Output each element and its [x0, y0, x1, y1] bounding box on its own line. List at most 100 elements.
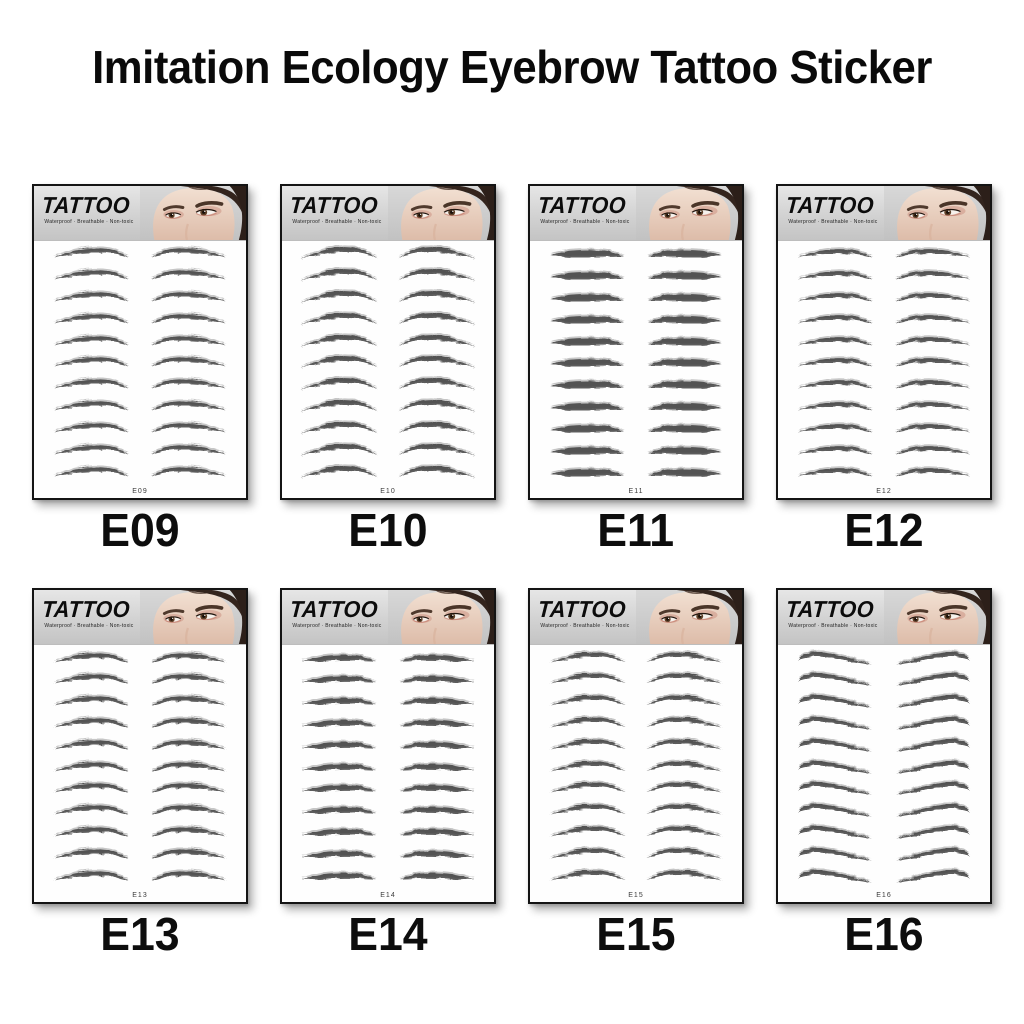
eyebrow-icon	[791, 758, 879, 777]
eyebrow-icon	[889, 823, 977, 842]
eyebrow-icon	[641, 353, 729, 372]
eyebrow-icon	[295, 397, 383, 416]
eyebrow-icon	[791, 801, 879, 820]
eyebrow-icon	[889, 758, 977, 777]
eyebrow-icon	[295, 758, 383, 777]
eyebrow-icon	[889, 375, 977, 394]
eyebrow-icon	[791, 244, 879, 263]
eyebrow-icon	[47, 714, 135, 733]
eyebrow-icon	[47, 419, 135, 438]
eyebrow-icon	[543, 845, 631, 864]
eyebrow-icon	[641, 845, 729, 864]
eyebrow-pair-row	[778, 823, 990, 843]
eyebrow-icon	[641, 397, 729, 416]
brand-tagline: Waterproof · Breathable · Non-toxic	[788, 623, 878, 630]
brand-logo-block: TATTOO Waterproof · Breathable · Non-tox…	[41, 596, 136, 629]
sheet-header: TATTOO Waterproof · Breathable · Non-tox…	[778, 186, 990, 241]
eyebrow-icon	[543, 310, 631, 329]
eyebrow-icon	[145, 244, 233, 263]
eyebrow-icon	[295, 463, 383, 482]
model-face-photo	[140, 186, 246, 240]
brand-logo-block: TATTOO Waterproof · Breathable · Non-tox…	[41, 192, 136, 225]
product-grid: TATTOO Waterproof · Breathable · Non-tox…	[0, 184, 1024, 962]
eyebrow-icon	[295, 288, 383, 307]
eyebrow-icon	[791, 441, 879, 460]
brand-logo-block: TATTOO Waterproof · Breathable · Non-tox…	[289, 596, 384, 629]
brand-logo: TATTOO	[785, 192, 875, 218]
eyebrow-pair-row	[778, 397, 990, 417]
eyebrow-icon	[641, 463, 729, 482]
eyebrow-icon	[47, 779, 135, 798]
product-card: TATTOO Waterproof · Breathable · Non-tox…	[528, 588, 744, 905]
eyebrow-pair-row	[530, 266, 742, 286]
eyebrow-icon	[889, 714, 977, 733]
eyebrow-pair-row	[530, 440, 742, 460]
eyebrow-icon	[543, 823, 631, 842]
eyebrow-icon	[47, 463, 135, 482]
eyebrow-icon	[889, 288, 977, 307]
eyebrow-icon	[295, 649, 383, 668]
sheet-header: TATTOO Waterproof · Breathable · Non-tox…	[530, 186, 742, 241]
eyebrow-icon	[393, 266, 481, 285]
eyebrow-icon	[641, 244, 729, 263]
eyebrow-sheet	[778, 644, 990, 888]
eyebrow-icon	[543, 441, 631, 460]
eyebrow-pair-row	[530, 287, 742, 307]
eyebrow-icon	[889, 244, 977, 263]
eyebrow-icon	[641, 801, 729, 820]
brand-logo: TATTOO	[41, 192, 131, 218]
eyebrow-pair-row	[778, 266, 990, 286]
eyebrow-pair-row	[282, 309, 494, 329]
eyebrow-icon	[145, 375, 233, 394]
eyebrow-pair-row	[282, 779, 494, 799]
eyebrow-icon	[543, 714, 631, 733]
eyebrow-icon	[47, 310, 135, 329]
eyebrow-icon	[295, 801, 383, 820]
eyebrow-icon	[145, 649, 233, 668]
eyebrow-icon	[791, 714, 879, 733]
eyebrow-icon	[543, 779, 631, 798]
eyebrow-icon	[641, 649, 729, 668]
eyebrow-pair-row	[530, 375, 742, 395]
sheet-code: E10	[380, 488, 396, 495]
eyebrow-icon	[641, 714, 729, 733]
eyebrow-icon	[145, 332, 233, 351]
product-cell: TATTOO Waterproof · Breathable · Non-tox…	[32, 588, 248, 962]
eyebrow-icon	[791, 266, 879, 285]
eyebrow-icon	[393, 692, 481, 711]
eyebrow-icon	[295, 332, 383, 351]
eyebrow-icon	[641, 441, 729, 460]
eyebrow-icon	[393, 310, 481, 329]
eyebrow-icon	[889, 441, 977, 460]
eyebrow-pair-row	[778, 648, 990, 668]
eyebrow-pair-row	[778, 757, 990, 777]
eyebrow-pair-row	[34, 397, 246, 417]
brand-logo: TATTOO	[537, 192, 627, 218]
eyebrow-icon	[145, 714, 233, 733]
eyebrow-icon	[145, 288, 233, 307]
eyebrow-icon	[791, 779, 879, 798]
eyebrow-pair-row	[282, 397, 494, 417]
eyebrow-pair-row	[34, 462, 246, 482]
eyebrow-icon	[543, 244, 631, 263]
eyebrow-icon	[791, 463, 879, 482]
brand-logo: TATTOO	[785, 596, 875, 623]
eyebrow-icon	[889, 353, 977, 372]
eyebrow-pair-row	[282, 823, 494, 843]
eyebrow-pair-row	[778, 309, 990, 329]
eyebrow-icon	[295, 845, 383, 864]
eyebrow-icon	[145, 419, 233, 438]
eyebrow-icon	[47, 692, 135, 711]
eyebrow-icon	[393, 288, 481, 307]
eyebrow-pair-row	[282, 244, 494, 264]
eyebrow-icon	[641, 288, 729, 307]
variant-label: E14	[348, 908, 428, 961]
product-cell: TATTOO Waterproof · Breathable · Non-tox…	[776, 588, 992, 962]
eyebrow-pair-row	[34, 648, 246, 668]
eyebrow-pair-row	[34, 714, 246, 734]
product-cell: TATTOO Waterproof · Breathable · Non-tox…	[280, 588, 496, 962]
eyebrow-icon	[791, 649, 879, 668]
eyebrow-icon	[47, 649, 135, 668]
eyebrow-pair-row	[282, 648, 494, 668]
eyebrow-icon	[145, 692, 233, 711]
